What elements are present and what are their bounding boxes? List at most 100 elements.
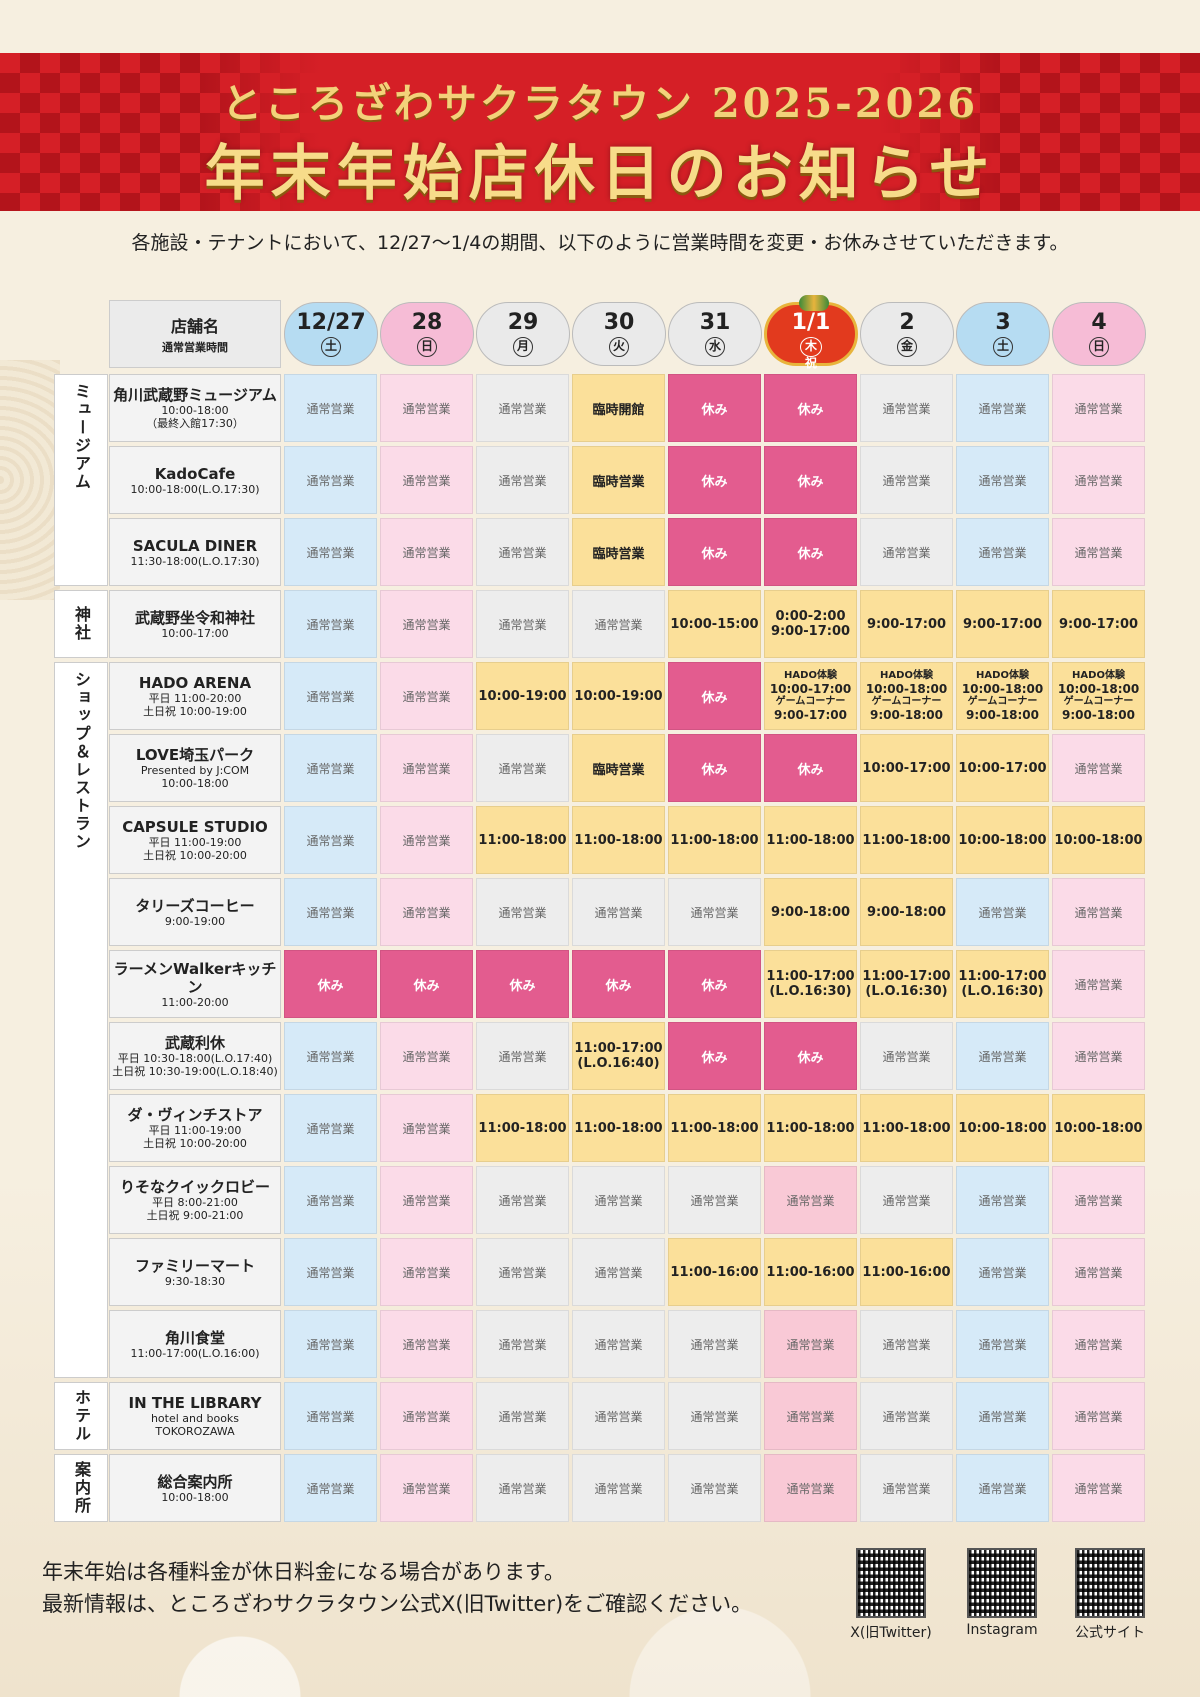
cell-text: 通常営業: [1074, 1193, 1123, 1208]
cell-text: 休み: [701, 546, 728, 562]
schedule-cell: 通常営業: [284, 1382, 377, 1450]
cell-text: 通常営業: [498, 905, 547, 920]
cell-text: 通常営業: [402, 833, 451, 848]
schedule-cell: 通常営業: [956, 878, 1049, 946]
cell-text: 通常営業: [402, 1409, 451, 1424]
schedule-cell: 休み: [764, 374, 857, 442]
cell-text: 通常営業: [882, 401, 931, 416]
schedule-cell: 通常営業: [860, 1310, 953, 1378]
cell-text: 通常営業: [498, 1049, 547, 1064]
cell-text: 臨時営業: [592, 474, 645, 490]
cell-text: 通常営業: [786, 1409, 835, 1424]
cell-text: 通常営業: [306, 761, 355, 776]
cell-text: 10:00-19:00: [574, 688, 663, 704]
category-0: ミュージアム: [54, 374, 108, 586]
store-name: ラーメンWalkerキッチン: [113, 959, 277, 996]
schedule-cell: 0:00-2:00 9:00-17:00: [764, 590, 857, 658]
cell-text: 休み: [797, 402, 824, 418]
schedule-cell: 10:00-17:00: [860, 734, 953, 802]
schedule-cell: 通常営業: [1052, 518, 1145, 586]
schedule-cell: 通常営業: [476, 1238, 569, 1306]
schedule-cell: 休み: [668, 518, 761, 586]
store-name: SACULA DINER: [132, 536, 258, 555]
cell-text: 9:00-17:00: [1058, 616, 1139, 632]
cell-text: 臨時営業: [592, 762, 645, 778]
cell-text: 休み: [797, 474, 824, 490]
schedule-cell: 通常営業: [476, 446, 569, 514]
schedule-cell: 9:00-17:00: [956, 590, 1049, 658]
store-hours: 11:00-20:00: [161, 995, 229, 1009]
cell-text: 通常営業: [786, 1193, 835, 1208]
cell-text: 10:00-18:00: [961, 682, 1044, 696]
header-title: 年末年始店休日のお知らせ: [204, 139, 996, 209]
cell-text: HADO体験: [976, 670, 1029, 681]
schedule-cell: 通常営業: [1052, 1454, 1145, 1522]
schedule-cell: 11:00-18:00: [860, 1094, 953, 1162]
category-label: ミュージアム: [72, 383, 91, 491]
schedule-cell: 通常営業: [572, 1382, 665, 1450]
footer-notice: 年末年始は各種料金が休日料金になる場合があります。 最新情報は、ところざわサクラ…: [42, 1556, 752, 1620]
cell-text: 9:00-17:00: [773, 708, 848, 722]
schedule-cell: 通常営業: [1052, 950, 1145, 1018]
schedule-cell: 通常営業: [380, 1238, 473, 1306]
schedule-cell: 10:00-19:00: [476, 662, 569, 730]
cell-text: 通常営業: [498, 545, 547, 560]
cell-text: ゲームコーナー: [967, 696, 1038, 707]
cell-text: 10:00-15:00: [670, 616, 759, 632]
schedule-cell: 通常営業: [572, 1454, 665, 1522]
store-name: 武蔵野坐令和神社: [134, 608, 255, 627]
schedule-cell: 通常営業: [476, 1310, 569, 1378]
schedule-cell: 9:00-18:00: [764, 878, 857, 946]
cell-text: 通常営業: [978, 1409, 1027, 1424]
cell-text: (L.O.16:30): [961, 984, 1044, 999]
schedule-cell: 通常営業: [668, 1454, 761, 1522]
intro-text: 各施設・テナントにおいて、12/27～1/4の期間、以下のように営業時間を変更・…: [131, 232, 1069, 254]
qr-code-twitter[interactable]: [856, 1548, 926, 1618]
cell-text: 通常営業: [882, 1409, 931, 1424]
schedule-cell: 11:00-17:00 (L.O.16:30): [764, 950, 857, 1018]
cell-text: 9:00-18:00: [1061, 708, 1136, 722]
schedule-cell: HADO体験 10:00-18:00 ゲームコーナー 9:00-18:00: [860, 662, 953, 730]
schedule-cell: 10:00-18:00: [1052, 806, 1145, 874]
schedule-cell: 通常営業: [284, 590, 377, 658]
schedule-cell: 臨時開館: [572, 374, 665, 442]
cell-text: ゲームコーナー: [871, 696, 942, 707]
day-weekday: 月: [513, 337, 533, 357]
qr-code-official-site[interactable]: [1075, 1548, 1145, 1618]
cell-text: 10:00-19:00: [478, 688, 567, 704]
schedule-cell: 通常営業: [476, 518, 569, 586]
schedule-cell: 通常営業: [380, 662, 473, 730]
qr-label-instagram: Instagram: [966, 1622, 1038, 1638]
day-weekday: 金: [897, 337, 917, 357]
schedule-cell: 通常営業: [956, 1022, 1049, 1090]
footer-line-1: 年末年始は各種料金が休日料金になる場合があります。: [42, 1560, 565, 1584]
day-weekday: 土: [321, 337, 341, 357]
store-name: LOVE埼玉パーク: [135, 746, 255, 764]
store-cell: LOVE埼玉パーク Presented by J:COM 10:00-18:00: [109, 734, 281, 802]
store-hours: hotel and books TOKOROZAWA: [150, 1412, 240, 1438]
cell-text: 11:00-18:00: [478, 832, 567, 848]
cell-text: 通常営業: [402, 1265, 451, 1280]
cell-text: 通常営業: [690, 1481, 739, 1496]
category-3: ホテル: [54, 1382, 108, 1450]
day-header-2: 29 月: [476, 302, 570, 366]
cell-text: 通常営業: [498, 473, 547, 488]
footer-line-2: 最新情報は、ところざわサクラタウン公式X(旧Twitter)をご確認ください。: [42, 1592, 753, 1616]
schedule-cell: 通常営業: [476, 1454, 569, 1522]
schedule-cell: 通常営業: [860, 374, 953, 442]
qr-code-instagram[interactable]: [967, 1548, 1037, 1618]
schedule-cell: 通常営業: [956, 1382, 1049, 1450]
store-cell: HADO ARENA 平日 11:00-20:00 土日祝 10:00-19:00: [109, 662, 281, 730]
cell-text: 通常営業: [306, 1337, 355, 1352]
schedule-cell: 通常営業: [860, 1382, 953, 1450]
schedule-cell: 通常営業: [476, 878, 569, 946]
store-hours: Presented by J:COM: [140, 764, 250, 777]
cell-text: 通常営業: [402, 545, 451, 560]
schedule-cell: HADO体験 10:00-17:00 ゲームコーナー 9:00-17:00: [764, 662, 857, 730]
store-cell: SACULA DINER 11:30-18:00(L.O.17:30): [109, 518, 281, 586]
schedule-cell: 11:00-18:00: [572, 806, 665, 874]
cell-text: 通常営業: [882, 1481, 931, 1496]
schedule-cell: 10:00-18:00: [1052, 1094, 1145, 1162]
schedule-cell: 通常営業: [668, 1166, 761, 1234]
store-name: ダ・ヴィンチストア: [127, 1106, 263, 1124]
